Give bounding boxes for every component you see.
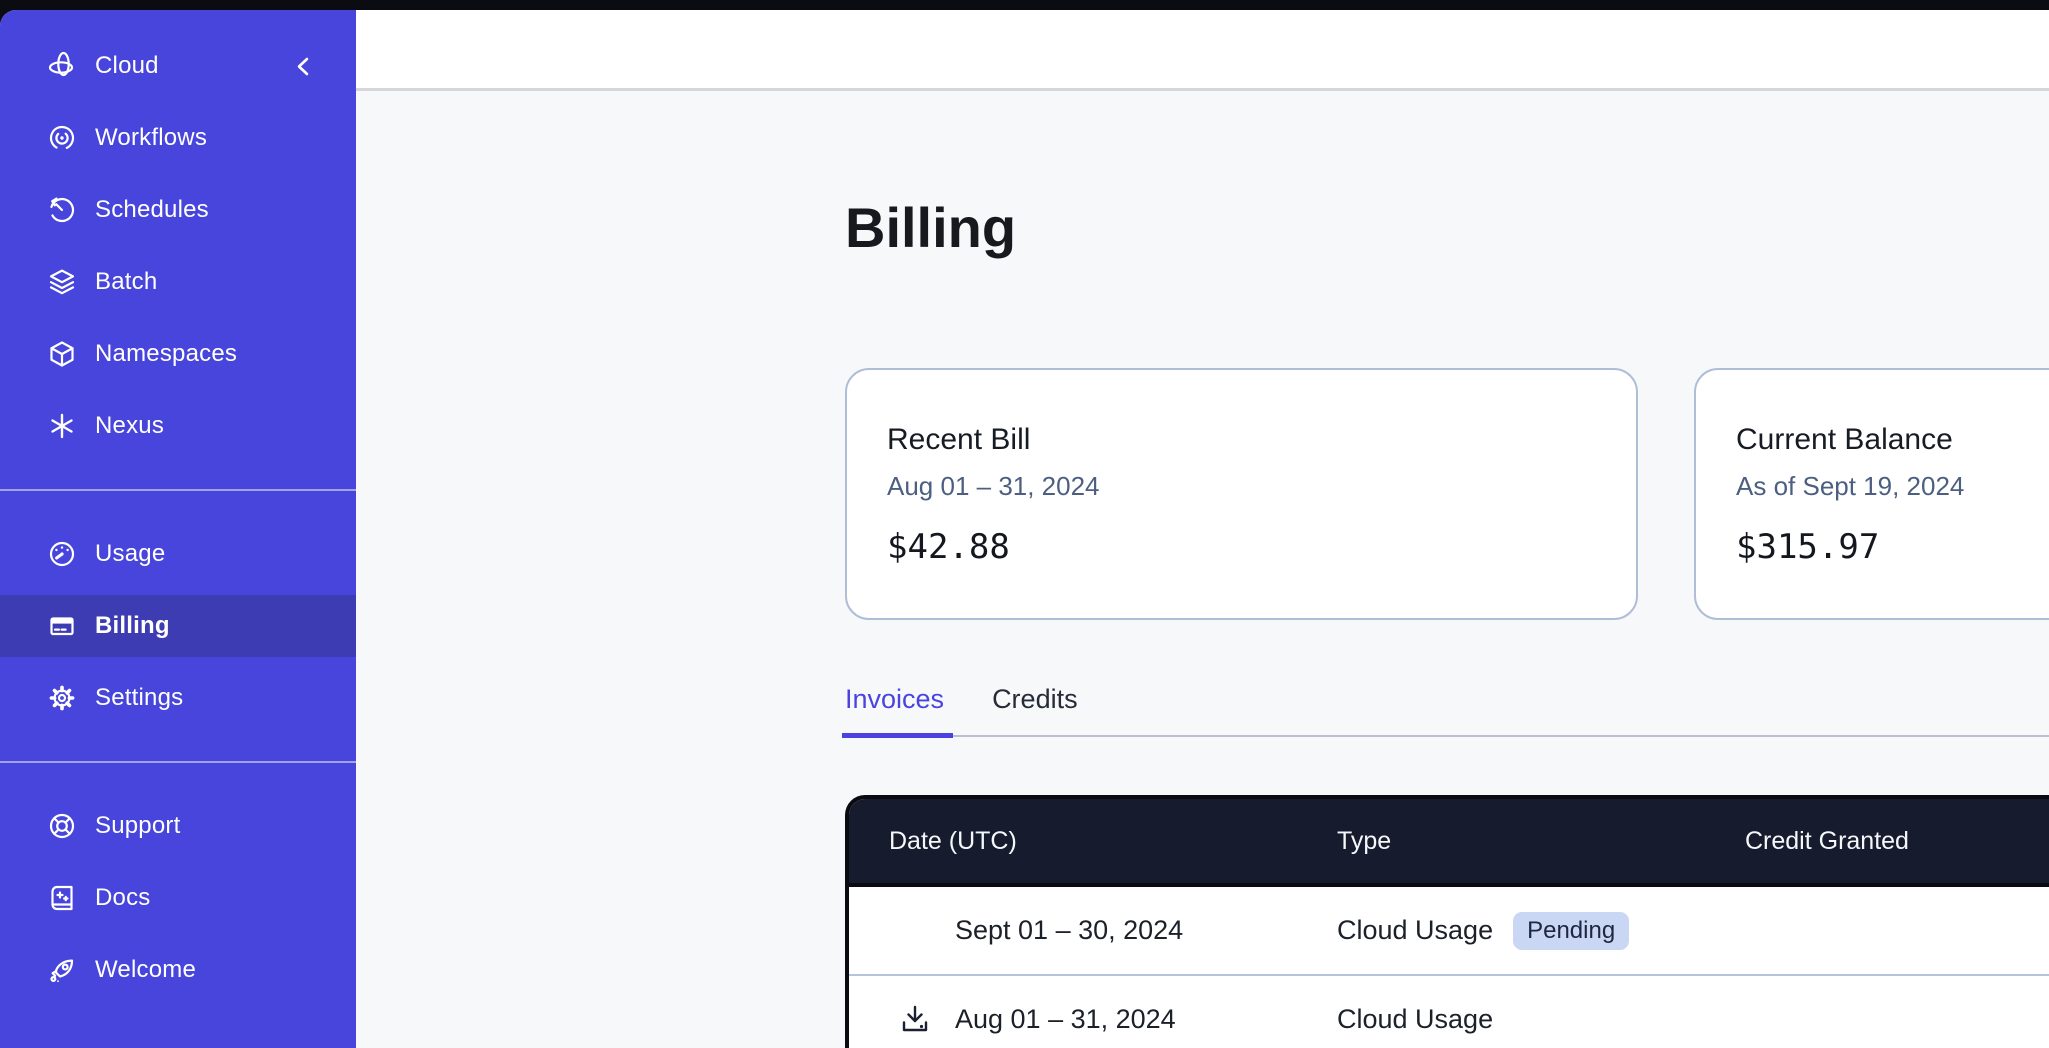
card-amount: $315.97 [1736, 527, 1880, 567]
sidebar-item-label: Billing [95, 612, 170, 639]
sidebar-item-nexus[interactable]: Nexus [0, 395, 356, 457]
card-amount: $42.88 [887, 527, 1010, 567]
download-icon-spacer [897, 913, 933, 949]
sidebar-item-label: Namespaces [95, 340, 238, 367]
current-balance-card: Current Balance As of Sept 19, 2024 $315… [1694, 368, 2049, 620]
billing-card-icon [47, 611, 77, 641]
recent-bill-card: Recent Bill Aug 01 – 31, 2024 $42.88 [845, 368, 1638, 620]
invoice-date-cell: Sept 01 – 30, 2024 [849, 913, 1337, 949]
invoice-type-cell: Cloud Usage [1337, 1004, 1745, 1035]
gauge-icon [47, 539, 77, 569]
column-header-credit-granted: Credit Granted [1745, 826, 1909, 855]
sidebar-item-label: Batch [95, 268, 158, 295]
gear-icon [47, 683, 77, 713]
sidebar-item-label: Docs [95, 884, 151, 911]
layers-icon [47, 267, 77, 297]
sidebar-item-docs[interactable]: Docs [0, 867, 356, 929]
sidebar-item-schedules[interactable]: Schedules [0, 179, 356, 241]
sidebar-item-label: Workflows [95, 124, 208, 151]
top-bar [356, 10, 2049, 91]
column-header-type: Type [1337, 826, 1392, 855]
sidebar-item-label: Schedules [95, 196, 209, 223]
chevron-left-icon [297, 57, 309, 76]
sidebar-item-label: Support [95, 812, 181, 839]
sidebar-item-support[interactable]: Support [0, 795, 356, 857]
download-invoice-icon[interactable] [897, 1002, 933, 1038]
cube-icon [47, 339, 77, 369]
invoices-table: Date (UTC) Type Credit Granted Sept 01 –… [845, 795, 2049, 1048]
sidebar-brand-label: Cloud [95, 52, 159, 79]
life-buoy-icon [47, 811, 77, 841]
sidebar-divider [0, 489, 356, 491]
summary-cards: Recent Bill Aug 01 – 31, 2024 $42.88 Cur… [845, 368, 2049, 620]
sidebar-collapse-button[interactable] [290, 53, 316, 79]
workflows-icon [47, 123, 77, 153]
invoices-table-header: Date (UTC) Type Credit Granted [849, 799, 2049, 887]
temporal-logo-icon [47, 51, 77, 81]
main-area: Billing Recent Bill Aug 01 – 31, 2024 $4… [356, 10, 2049, 1048]
sidebar-item-billing[interactable]: Billing [0, 595, 356, 657]
sidebar-item-batch[interactable]: Batch [0, 251, 356, 313]
sidebar-brand-cloud[interactable]: Cloud [0, 35, 356, 97]
sidebar-item-settings[interactable]: Settings [0, 667, 356, 729]
invoice-type: Cloud Usage [1337, 1004, 1494, 1034]
sidebar-item-workflows[interactable]: Workflows [0, 107, 356, 169]
invoice-date-cell: Aug 01 – 31, 2024 [849, 1002, 1337, 1038]
sidebar: Cloud Workflows [0, 10, 356, 1048]
invoice-date: Sept 01 – 30, 2024 [955, 915, 1184, 945]
billing-tabs: Invoices Credits [841, 684, 2049, 738]
tab-invoices[interactable]: Invoices [841, 684, 954, 738]
billing-page: Billing Recent Bill Aug 01 – 31, 2024 $4… [356, 91, 2049, 1048]
sidebar-item-label: Usage [95, 540, 166, 567]
card-subtitle: Aug 01 – 31, 2024 [887, 471, 1100, 501]
sidebar-divider [0, 761, 356, 763]
asterisk-icon [47, 411, 77, 441]
invoice-date: Aug 01 – 31, 2024 [955, 1004, 1176, 1034]
sidebar-item-usage[interactable]: Usage [0, 523, 356, 585]
invoice-type-cell: Cloud Usage Pending [1337, 911, 1745, 950]
invoice-row[interactable]: Sept 01 – 30, 2024 Cloud Usage Pending [849, 887, 2049, 976]
rocket-icon [47, 955, 77, 985]
sidebar-item-welcome[interactable]: Welcome [0, 939, 356, 1001]
card-title: Current Balance [1736, 423, 1953, 456]
app-window: Cloud Workflows [0, 10, 2049, 1048]
docs-book-icon [47, 883, 77, 913]
card-title: Recent Bill [887, 423, 1031, 456]
sidebar-item-label: Welcome [95, 956, 196, 983]
page-title: Billing [845, 196, 1017, 259]
column-header-date: Date (UTC) [889, 826, 1017, 855]
sidebar-item-namespaces[interactable]: Namespaces [0, 323, 356, 385]
sidebar-item-label: Nexus [95, 412, 165, 439]
invoice-row[interactable]: Aug 01 – 31, 2024 Cloud Usage [849, 976, 2049, 1048]
tab-credits[interactable]: Credits [992, 684, 1078, 714]
sidebar-item-label: Settings [95, 684, 184, 711]
schedules-icon [47, 195, 77, 225]
invoice-type: Cloud Usage [1337, 915, 1494, 945]
card-subtitle: As of Sept 19, 2024 [1736, 471, 1965, 501]
status-badge: Pending [1513, 911, 1630, 950]
